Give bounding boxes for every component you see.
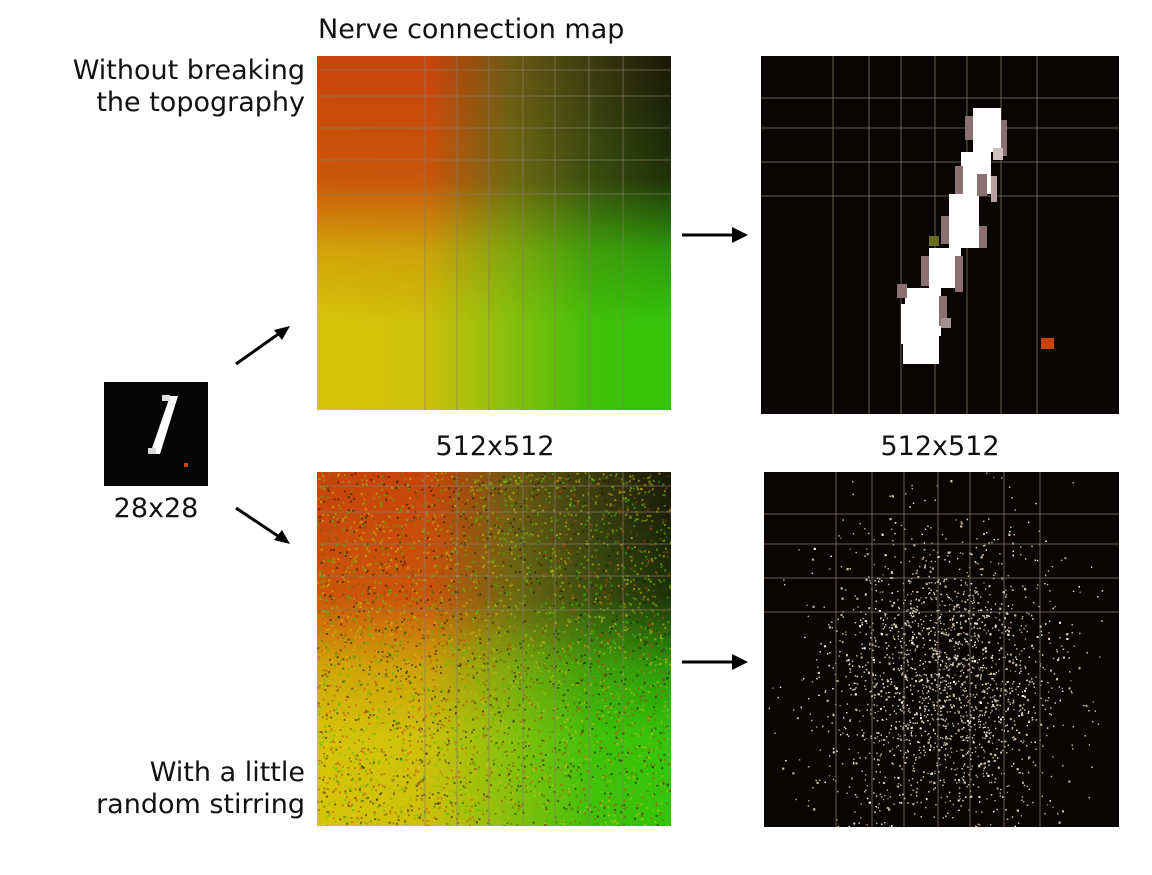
bottom-caption-line2: random stirring	[96, 789, 305, 820]
top-caption: Without breaking the topography	[20, 55, 305, 119]
nerve-map-stirred	[317, 472, 671, 826]
bottom-caption-line1: With a little	[149, 757, 305, 788]
arrow-down-right-icon	[235, 506, 290, 544]
output-size-label: 512x512	[880, 431, 1000, 462]
arrow-right-bottom-icon	[682, 654, 748, 670]
top-caption-line1: Without breaking	[72, 55, 305, 86]
output-digit-image	[761, 56, 1119, 414]
top-caption-line2: the topography	[96, 87, 305, 118]
arrow-up-right-icon	[235, 326, 290, 366]
input-digit-image	[104, 382, 208, 486]
output-digit-stroke	[897, 108, 1007, 364]
input-red-pixel	[184, 463, 188, 467]
nerve-map-topographic	[317, 56, 671, 410]
map-size-label: 512x512	[435, 431, 555, 462]
arrow-right-top-icon	[682, 227, 748, 243]
input-digit-stroke	[150, 396, 178, 454]
input-size-label: 28x28	[113, 493, 199, 524]
bottom-caption: With a little random stirring	[20, 757, 305, 821]
output-red-pixel	[1041, 338, 1054, 349]
figure-title: Nerve connection map	[318, 14, 625, 45]
output-scattered-image	[764, 472, 1119, 827]
